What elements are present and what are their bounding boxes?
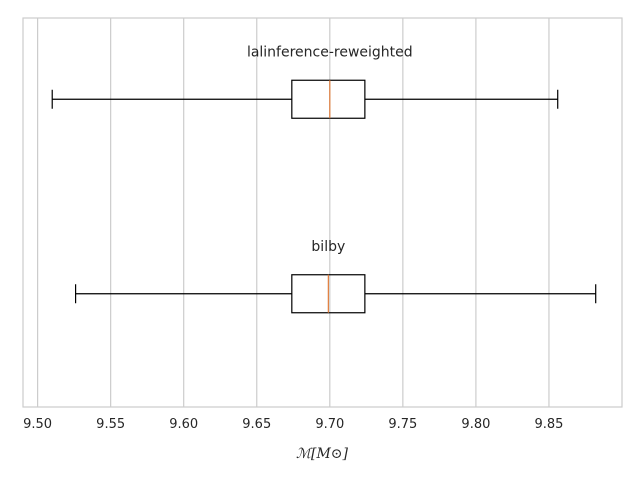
grid-lines — [37, 18, 550, 407]
x-axis-label: ℳ[M⊙] — [296, 446, 348, 462]
series-label: bilby — [311, 239, 345, 255]
x-tick-label: 9.80 — [461, 417, 490, 432]
x-tick-label: 9.55 — [96, 417, 125, 432]
x-tick-labels: 9.50 9.55 9.60 9.65 9.70 9.75 9.80 9.85 — [23, 417, 563, 432]
series-label: lalinference-reweighted — [247, 44, 413, 60]
x-tick-label: 9.70 — [315, 417, 344, 432]
boxplot-0: lalinference-reweighted — [51, 44, 559, 119]
iqr-box — [291, 79, 366, 119]
x-tick-label: 9.50 — [23, 417, 52, 432]
boxes: lalinference-reweighted bilby — [51, 44, 597, 314]
x-tick-label: 9.60 — [169, 417, 198, 432]
boxplot-1: bilby — [74, 239, 597, 314]
plot-frame — [22, 17, 623, 408]
x-tick-label: 9.75 — [388, 417, 417, 432]
x-tick-label: 9.65 — [242, 417, 271, 432]
x-tick-label: 9.85 — [534, 417, 563, 432]
